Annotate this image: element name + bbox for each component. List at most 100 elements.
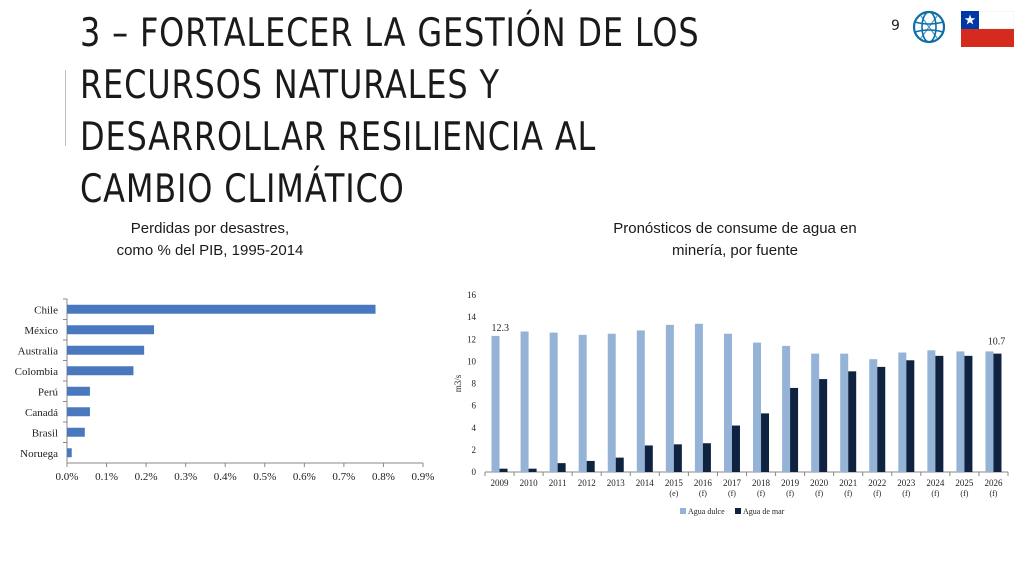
title-accent-line bbox=[65, 70, 66, 146]
agua-mar-bar bbox=[499, 468, 508, 472]
chart1-category-label: Perú bbox=[38, 386, 59, 398]
agua-dulce-bar bbox=[898, 352, 907, 472]
agua-dulce-bar bbox=[491, 335, 500, 472]
chart1-x-tick-label: 0.3% bbox=[174, 471, 197, 483]
chart2-y-tick-label: 0 bbox=[472, 467, 477, 477]
water-consumption-chart: 0 2 4 6 8 10 12 14 16 m3/s 2009 2010 2011 2012 2013 201… bbox=[453, 290, 1009, 516]
agua-dulce-bar bbox=[956, 351, 965, 472]
chart1-caption: Perdidas por desastres, como % del PIB, … bbox=[70, 218, 350, 262]
chart1-x-tick-label: 0.0% bbox=[56, 471, 79, 483]
legend-agua-mar-swatch bbox=[735, 508, 741, 514]
chart2-x-tick-label: 2017 bbox=[723, 478, 742, 488]
chart2-x-tick-label: 2011 bbox=[549, 478, 567, 488]
agua-mar-bar bbox=[615, 457, 624, 472]
chart1-x-tick-label: 0.2% bbox=[135, 471, 158, 483]
chart1-bar bbox=[67, 386, 90, 396]
chart1-x-tick-label: 0.4% bbox=[214, 471, 237, 483]
chart2-x-tick-label: 2021 bbox=[839, 478, 857, 488]
chart2-x-tick-label: 2012 bbox=[578, 478, 596, 488]
chart1-x-tick-label: 0.6% bbox=[293, 471, 316, 483]
chart2-x-tick-note: (f) bbox=[873, 489, 881, 498]
agua-mar-bar bbox=[819, 379, 828, 472]
chart2-x-tick-note: (f) bbox=[815, 489, 823, 498]
chart2-x-tick-label: 2009 bbox=[491, 478, 510, 488]
chart2-y-tick-label: 16 bbox=[467, 290, 477, 300]
chart2-x-tick-note: (f) bbox=[960, 489, 968, 498]
chart2-x-tick-label: 2018 bbox=[752, 478, 771, 488]
agua-dulce-bar bbox=[811, 353, 820, 472]
chart1-category-label: Chile bbox=[34, 304, 58, 316]
agua-dulce-bar bbox=[753, 342, 762, 472]
chart1-bar bbox=[67, 325, 155, 335]
chart2-x-tick-label: 2025 bbox=[955, 478, 974, 488]
chart1-category-label: México bbox=[24, 325, 58, 337]
chart2-y-tick-label: 4 bbox=[472, 423, 477, 433]
legend-agua-mar-label: Agua de mar bbox=[743, 507, 785, 516]
agua-dulce-bar bbox=[869, 359, 878, 472]
agua-dulce-bar bbox=[694, 323, 703, 472]
agua-mar-bar bbox=[935, 355, 944, 472]
chart2-x-tick-label: 2022 bbox=[868, 478, 886, 488]
chart1-x-tick-label: 0.7% bbox=[332, 471, 355, 483]
world-bank-globe-icon bbox=[912, 10, 946, 44]
agua-mar-bar bbox=[731, 425, 740, 472]
chart2-x-tick-label: 2019 bbox=[781, 478, 800, 488]
agua-mar-bar bbox=[644, 445, 653, 472]
chile-flag-icon bbox=[961, 11, 1014, 47]
agua-dulce-bar bbox=[782, 345, 791, 472]
chart1-bar bbox=[67, 407, 90, 417]
agua-dulce-bar bbox=[520, 331, 529, 472]
agua-mar-bar bbox=[790, 387, 799, 472]
agua-dulce-bar bbox=[723, 333, 732, 472]
chart2-y-tick-label: 2 bbox=[472, 445, 477, 455]
page-number: 9 bbox=[891, 18, 900, 34]
agua-mar-bar bbox=[848, 371, 857, 472]
chart1-x-tick-label: 0.9% bbox=[412, 471, 435, 483]
chart2-x-tick-label: 2010 bbox=[520, 478, 539, 488]
agua-dulce-bar bbox=[985, 351, 994, 472]
chart1-bar bbox=[67, 345, 145, 355]
chart1-category-label: Australia bbox=[18, 345, 58, 357]
chart2-y-tick-label: 8 bbox=[472, 379, 477, 389]
chart2-y-axis-label: m3/s bbox=[453, 374, 463, 392]
chart2-x-tick-note: (e) bbox=[669, 489, 678, 498]
chart2-x-tick-note: (f) bbox=[699, 489, 707, 498]
agua-mar-bar bbox=[877, 366, 886, 472]
chart2-x-tick-label: 2015 bbox=[665, 478, 684, 488]
chart2-caption-line1: Pronósticos de consume de agua en bbox=[613, 220, 857, 237]
chart2-x-tick-note: (f) bbox=[931, 489, 939, 498]
chart1-category-label: Colombia bbox=[15, 366, 59, 378]
agua-mar-bar bbox=[557, 463, 566, 472]
agua-dulce-bar bbox=[636, 330, 645, 472]
chart2-x-tick-note: (f) bbox=[844, 489, 852, 498]
agua-dulce-bar bbox=[607, 333, 616, 472]
chart2-x-tick-label: 2013 bbox=[607, 478, 626, 488]
agua-dulce-bar bbox=[549, 332, 558, 472]
chart2-x-tick-label: 2026 bbox=[984, 478, 1003, 488]
chart1-bar bbox=[67, 448, 72, 458]
agua-mar-bar bbox=[673, 444, 682, 472]
legend-agua-dulce-label: Agua dulce bbox=[688, 507, 725, 516]
chart2-data-label-first: 12.3 bbox=[492, 323, 510, 334]
agua-mar-bar bbox=[586, 460, 595, 472]
chart2-caption-line2: minería, por fuente bbox=[672, 242, 798, 259]
agua-mar-bar bbox=[906, 360, 915, 472]
chart1-bar bbox=[67, 304, 376, 314]
chart2-y-tick-label: 10 bbox=[467, 356, 477, 366]
chart1-bar bbox=[67, 366, 134, 376]
chart2-y-tick-label: 12 bbox=[467, 334, 476, 344]
legend-agua-dulce-swatch bbox=[680, 508, 686, 514]
chart2-x-tick-note: (f) bbox=[757, 489, 765, 498]
chart2-x-tick-label: 2016 bbox=[694, 478, 713, 488]
chart2-x-tick-note: (f) bbox=[902, 489, 910, 498]
agua-dulce-bar bbox=[840, 353, 849, 472]
chart2-x-tick-label: 2024 bbox=[926, 478, 945, 488]
chart1-caption-line2: como % del PIB, 1995-2014 bbox=[116, 242, 304, 259]
agua-dulce-bar bbox=[665, 324, 674, 472]
chart1-category-label: Noruega bbox=[20, 448, 58, 460]
agua-mar-bar bbox=[964, 355, 973, 472]
chart2-x-tick-label: 2023 bbox=[897, 478, 916, 488]
chart2-y-tick-label: 14 bbox=[467, 312, 477, 322]
slide-title: 3 – FORTALECER LA GESTIÓN DE LOS RECURSO… bbox=[80, 11, 700, 212]
agua-mar-bar bbox=[761, 413, 770, 472]
